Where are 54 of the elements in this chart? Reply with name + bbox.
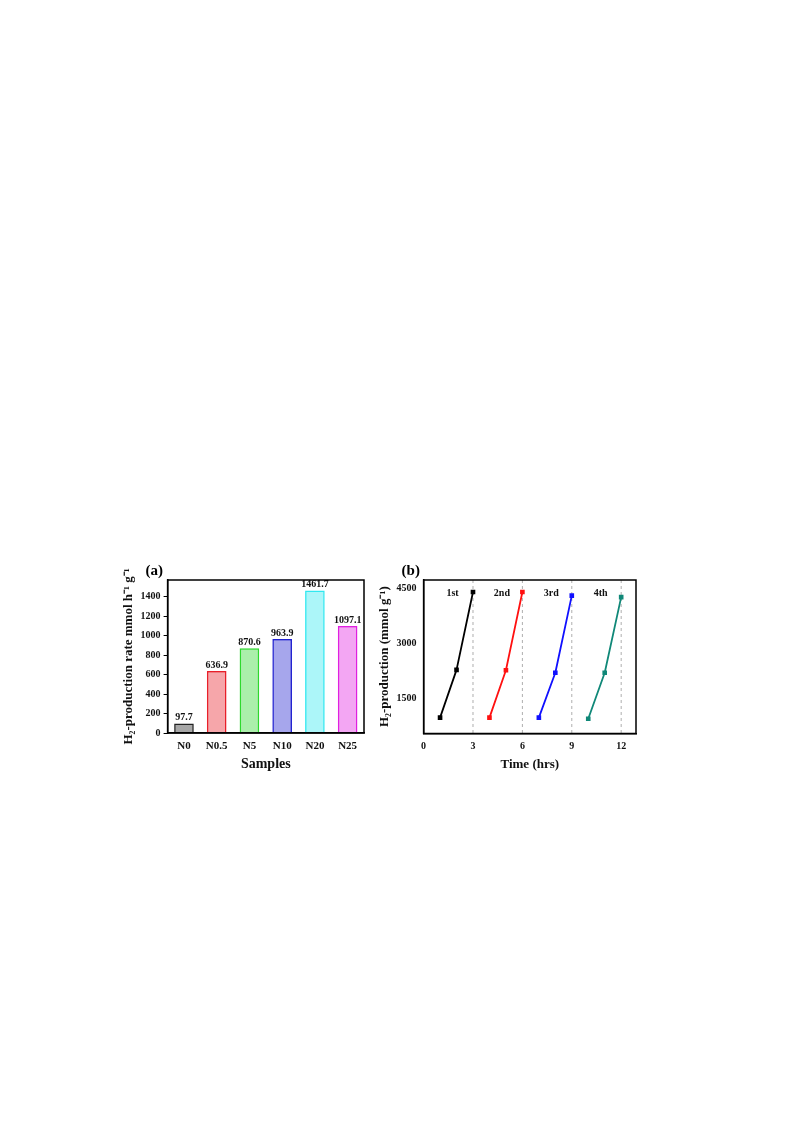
x-tick-label: 9 [569,739,575,751]
point [602,670,608,676]
data-label: 1097.1 [333,613,362,625]
y-tick-label: 0 [155,726,161,738]
point [553,670,558,676]
x-axis-title: Time (hrs) [500,755,560,771]
x-tick-label: N5 [242,739,257,752]
point [569,593,575,598]
point [437,715,443,720]
y-tick-label: 1400 [140,590,161,602]
bar [337,626,358,733]
chart-title: (a) [145,562,164,580]
y-tick-label: 1200 [140,609,161,621]
y-tick-label: 3000 [396,636,417,648]
y-tick-label: 1000 [140,629,161,641]
y-tick-label: 1500 [396,692,417,704]
annotation: 2nd [493,586,511,598]
point [487,715,492,720]
x-tick-label: 0 [421,739,427,751]
annotation: 1st [446,586,460,598]
y-tick-label: 400 [145,687,161,699]
data-label: 870.6 [238,635,261,647]
y-axis-title: H₂-production rate mmol h⁻¹ g⁻¹ [120,568,136,745]
point [520,589,525,595]
point [454,667,459,673]
point [503,667,509,673]
x-tick-label: N10 [272,739,293,752]
point [585,716,591,722]
x-tick-label: 3 [470,739,476,751]
y-tick-label: 800 [145,648,161,660]
y-axis-title: H₂-production (mmol g⁻¹) [376,586,392,728]
bar [305,590,325,733]
y-tick-label: 4500 [396,581,417,593]
bar [174,723,194,733]
y-tick-label: 600 [145,668,161,680]
x-tick-label: N0.5 [205,739,229,752]
bar [272,639,292,733]
x-axis-title: Samples [240,756,292,772]
chart-title: (b) [401,562,420,580]
point [536,715,542,720]
bar [206,670,227,733]
data-label: 97.7 [175,711,193,723]
x-tick-label: N25 [338,739,358,752]
annotation: 4th [593,586,609,598]
bar [239,648,260,733]
data-label: 963.9 [270,626,294,638]
x-tick-label: N20 [305,739,325,752]
x-tick-label: N0 [177,739,192,752]
data-label: 1461.7 [301,578,329,590]
data-label: 636.9 [205,658,228,670]
y-tick-label: 200 [145,707,161,719]
annotation: 3rd [543,586,560,598]
x-tick-label: 6 [519,739,525,751]
x-tick-label: 12 [616,739,627,751]
